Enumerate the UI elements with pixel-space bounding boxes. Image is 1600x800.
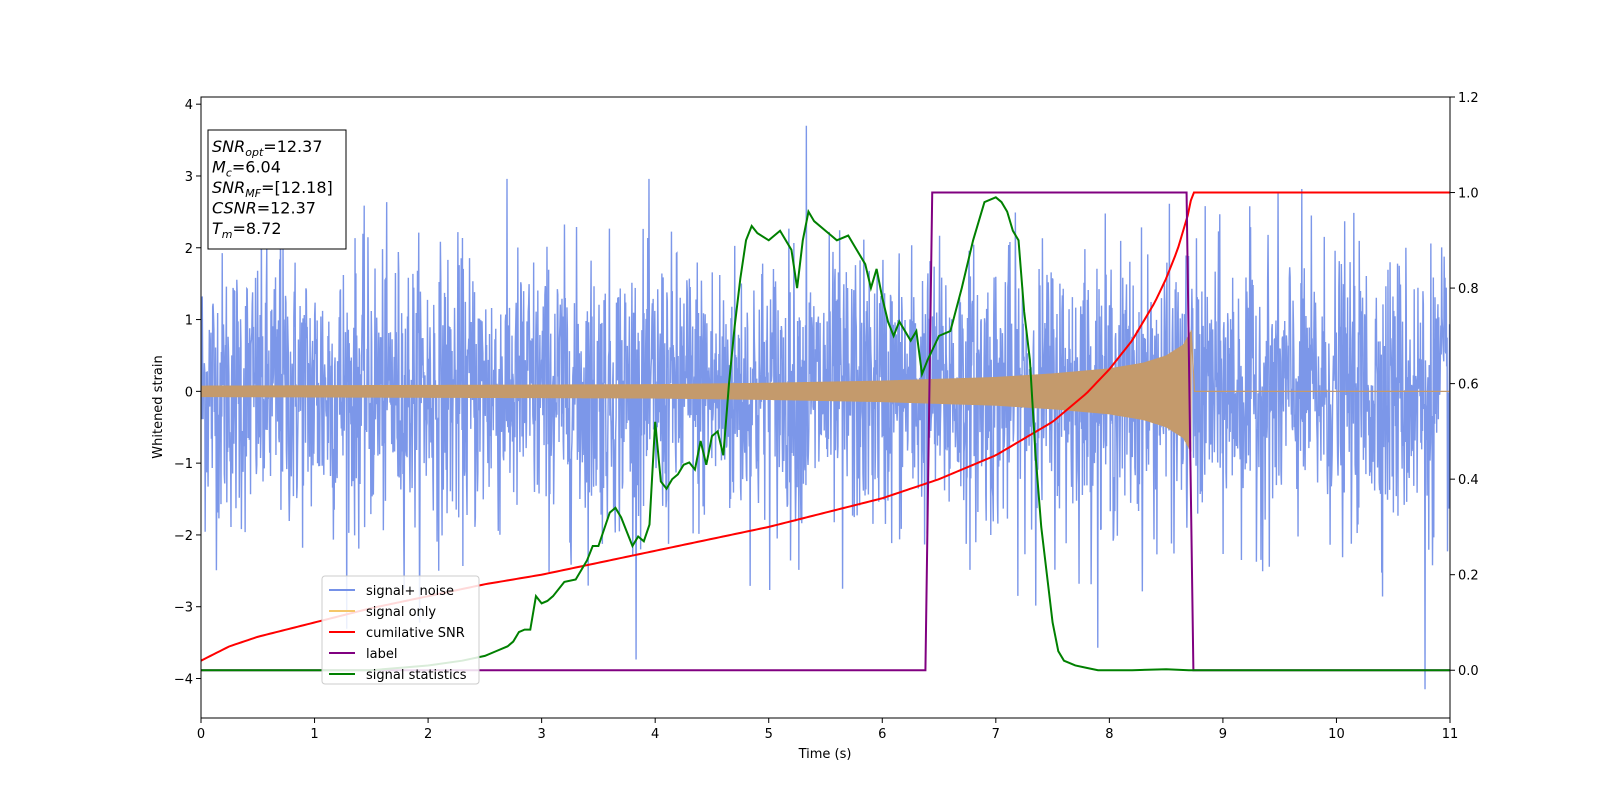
x-tick-label: 2 xyxy=(424,727,432,742)
x-tick-label: 0 xyxy=(197,727,205,742)
x-tick-label: 6 xyxy=(878,727,886,742)
x-tick-label: 4 xyxy=(651,727,659,742)
legend-label: cumilative SNR xyxy=(366,626,465,641)
legend-label: signal+ noise xyxy=(366,584,454,599)
annotation-frame xyxy=(207,129,347,250)
y-tick-label: 1 xyxy=(185,314,193,329)
y-tick-label: 3 xyxy=(185,170,193,185)
y-tick-label: −3 xyxy=(174,601,193,616)
y2-tick-label: 0.2 xyxy=(1458,569,1479,584)
y2-tick-label: 1.2 xyxy=(1458,91,1479,106)
x-tick-label: 8 xyxy=(1105,727,1113,742)
legend: signal+ noise signal only cumilative SNR la… xyxy=(321,575,480,685)
legend-frame xyxy=(321,575,480,685)
y-axis-label: Whitened strain xyxy=(151,355,166,458)
series-line-signal-statistics xyxy=(201,196,1450,672)
annotation-line: CSNR=12.37 xyxy=(212,199,316,218)
x-axis: 0 1 2 3 4 5 6 7 8 9 10 11 xyxy=(197,718,1458,742)
legend-label: signal statistics xyxy=(366,668,467,683)
series-line-signal-only xyxy=(201,330,1450,452)
annotation-line: SNRMF=[12.18] xyxy=(212,178,333,200)
annotation-line: Tm=8.72 xyxy=(212,219,282,241)
plot-frame xyxy=(200,96,1451,719)
y-tick-label: −1 xyxy=(174,457,193,472)
y2-tick-label: 0.4 xyxy=(1458,473,1479,488)
annotation-line: SNRopt=12.37 xyxy=(212,137,323,159)
y-tick-label: −2 xyxy=(174,529,193,544)
legend-label: signal only xyxy=(366,605,436,620)
y2-tick-label: 0.8 xyxy=(1458,282,1479,297)
x-tick-label: 3 xyxy=(537,727,545,742)
y-tick-label: −4 xyxy=(174,673,193,688)
x-tick-label: 10 xyxy=(1328,727,1345,742)
y-axis-right: 0.0 0.2 0.4 0.6 0.8 1.0 1.2 xyxy=(1450,91,1479,679)
y-axis-left: −4 −3 −2 −1 0 1 2 3 4 xyxy=(174,98,201,688)
x-tick-label: 9 xyxy=(1219,727,1227,742)
x-tick-label: 1 xyxy=(310,727,318,742)
y2-tick-label: 1.0 xyxy=(1458,187,1479,202)
x-tick-label: 7 xyxy=(992,727,1000,742)
x-tick-label: 5 xyxy=(765,727,773,742)
stats-annotation-box: SNRopt=12.37Mc=6.04SNRMF=[12.18]CSNR=12.… xyxy=(207,129,347,250)
y2-tick-label: 0.6 xyxy=(1458,378,1479,393)
x-tick-label: 11 xyxy=(1442,727,1459,742)
x-axis-label: Time (s) xyxy=(798,747,852,762)
y-tick-label: 0 xyxy=(185,385,193,400)
y-tick-label: 4 xyxy=(185,98,193,113)
annotation-line: Mc=6.04 xyxy=(212,158,281,180)
y-tick-label: 2 xyxy=(185,242,193,257)
legend-label: label xyxy=(366,647,397,662)
y2-tick-label: 0.0 xyxy=(1458,664,1479,679)
